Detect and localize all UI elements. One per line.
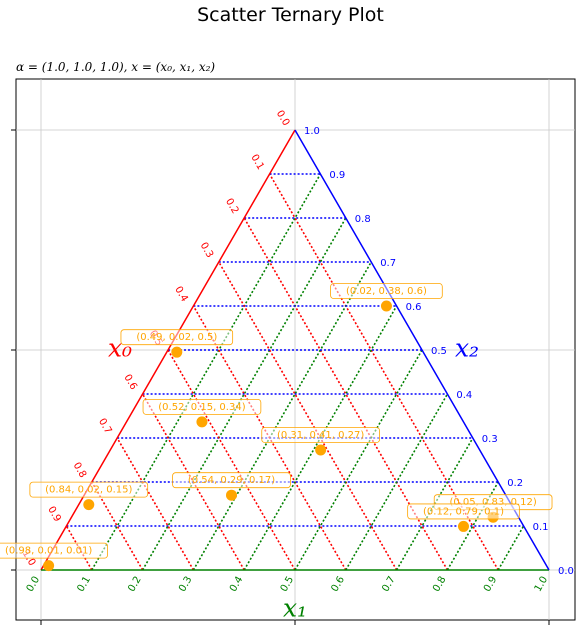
tick-label-x1: 0.6: [329, 575, 346, 594]
grid-line-x0: [116, 437, 195, 571]
tick-label-x0: 0.1: [248, 153, 265, 172]
point-label: (0.02, 0.38, 0.6): [346, 286, 427, 297]
data-points: (0.49, 0.02, 0.5) (0.02, 0.38, 0.6) (0.52,…: [0, 283, 553, 572]
point-label-box: [0, 542, 108, 559]
point-label: (0.49, 0.02, 0.5): [136, 332, 217, 343]
tick-label-x1: 0.7: [380, 575, 397, 594]
point-label: (0.05, 0.83, 0.12): [449, 497, 536, 508]
tick-label-x2: 0.5: [431, 346, 447, 357]
point-label: (0.31, 0.41, 0.27): [277, 430, 364, 441]
chart-title: Scatter Ternary Plot: [197, 4, 384, 26]
tick-label-x2: 0.6: [406, 302, 422, 313]
point-label: (0.54, 0.29, 0.17): [188, 475, 275, 486]
chart-subtitle: α = (1.0, 1.0, 1.0), x = (x₀, x₁, x₂): [16, 60, 216, 74]
data-point: [380, 300, 392, 312]
tick-label-x2: 1.0: [304, 126, 320, 137]
tick-label-x1: 0.5: [279, 575, 296, 594]
tick-label-x2: 0.0: [558, 566, 574, 577]
tick-label-x2: 0.7: [380, 258, 396, 269]
inner-grid: [65, 173, 525, 571]
data-point: [457, 520, 469, 532]
grid-line-x1: [192, 261, 372, 571]
axis-label-x2: x₂: [455, 334, 479, 363]
grid-line-x1: [345, 393, 449, 571]
tick-label-x0: 0.0: [274, 109, 291, 128]
tick-label-x0: 0.2: [223, 197, 240, 216]
tick-label-x1: 0.9: [482, 575, 499, 594]
data-point: [43, 560, 55, 572]
tick-label-x0: 0.3: [198, 241, 215, 260]
grid-line-x0: [218, 261, 398, 571]
point-label-box: [407, 503, 520, 520]
tick-label-x0: 0.8: [71, 461, 88, 480]
data-point: [196, 416, 208, 428]
tick-label-x1: 1.0: [533, 575, 550, 594]
tick-label-x2: 0.3: [482, 434, 498, 445]
tick-label-x1: 0.0: [25, 575, 42, 594]
grid-line-x1: [91, 173, 322, 571]
point-label-box: [120, 329, 234, 346]
tick-label-x0: 0.9: [45, 505, 62, 524]
data-point: [226, 489, 237, 501]
tick-label-x2: 0.8: [355, 214, 371, 225]
tick-label-x2: 0.4: [456, 390, 472, 401]
tick-label-x1: 0.1: [75, 575, 92, 594]
tick-label-x1: 0.2: [126, 575, 143, 594]
tick-label-x1: 0.3: [177, 575, 194, 594]
point-label: (0.52, 0.15, 0.34): [158, 402, 245, 413]
point-label-box: [172, 472, 291, 489]
point-label-box: [29, 481, 149, 498]
data-point: [171, 346, 183, 358]
tick-label-x1: 0.8: [431, 575, 448, 594]
grid-line-x0: [167, 349, 296, 571]
point-label-box: [261, 427, 380, 443]
tick-label-x0: 0.7: [96, 417, 113, 436]
data-point: [83, 499, 95, 511]
tick-label-x2: 0.2: [507, 478, 523, 489]
point-label: (0.84, 0.02, 0.15): [45, 485, 132, 496]
tick-label-x0: 0.6: [121, 373, 138, 392]
tick-labels: 0.0 0.0 0.0 0.1 0.1 0.1 0.2 0.2 0.2 0.3 0.3 0.3 0.4 0…: [20, 109, 574, 594]
tick-label-x0: 0.4: [172, 285, 189, 304]
tick-label-x2: 0.1: [533, 522, 549, 533]
grid-line-x1: [294, 349, 423, 571]
grid-line-x1: [497, 525, 525, 571]
axis-label-x1: x₁: [283, 594, 307, 623]
tick-label-x2: 0.9: [329, 170, 345, 181]
point-label-box: [330, 283, 443, 299]
data-point: [315, 444, 327, 456]
point-label-box: [142, 398, 262, 415]
plot-frame: [15, 78, 576, 621]
point-label: (0.12, 0.79, 0.1): [423, 506, 504, 517]
tick-label-x1: 0.4: [228, 575, 245, 594]
point-label: (0.98, 0.01, 0.01): [5, 546, 92, 557]
